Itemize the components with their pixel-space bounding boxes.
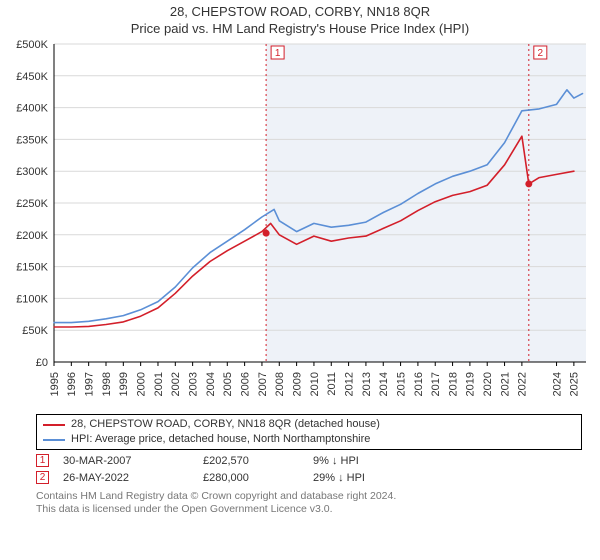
svg-text:1997: 1997 xyxy=(84,372,96,396)
marker-table: 1 30-MAR-2007 £202,570 9% ↓ HPI 2 26-MAY… xyxy=(36,454,582,484)
svg-text:2000: 2000 xyxy=(135,372,147,396)
chart-title-line2: Price paid vs. HM Land Registry's House … xyxy=(0,21,600,36)
svg-text:2016: 2016 xyxy=(413,372,425,396)
svg-text:1999: 1999 xyxy=(118,372,130,396)
price-chart: £0 £50K £100K £150K £200K £250K £300K £350K £400… xyxy=(0,36,600,408)
svg-text:2018: 2018 xyxy=(447,372,459,396)
svg-text:2024: 2024 xyxy=(551,372,563,396)
marker-1-date: 30-MAR-2007 xyxy=(63,455,203,467)
svg-text:£500K: £500K xyxy=(16,39,48,51)
svg-text:2: 2 xyxy=(538,48,544,59)
legend-box: 28, CHEPSTOW ROAD, CORBY, NN18 8QR (deta… xyxy=(36,414,582,450)
marker-2-delta: 29% ↓ HPI xyxy=(313,472,453,484)
svg-text:£200K: £200K xyxy=(16,230,48,242)
chart-title-line1: 28, CHEPSTOW ROAD, CORBY, NN18 8QR xyxy=(0,4,600,19)
svg-text:2025: 2025 xyxy=(569,372,581,396)
legend-label-property: 28, CHEPSTOW ROAD, CORBY, NN18 8QR (deta… xyxy=(71,417,380,432)
legend-item-hpi: HPI: Average price, detached house, Nort… xyxy=(43,432,575,447)
svg-text:2010: 2010 xyxy=(309,372,321,396)
svg-text:2009: 2009 xyxy=(291,372,303,396)
svg-text:£400K: £400K xyxy=(16,103,48,115)
svg-text:1: 1 xyxy=(275,48,281,59)
svg-text:£250K: £250K xyxy=(16,198,48,210)
svg-text:2006: 2006 xyxy=(239,372,251,396)
svg-text:1996: 1996 xyxy=(66,372,78,396)
marker-badge-2: 2 xyxy=(36,471,49,484)
svg-text:2022: 2022 xyxy=(517,372,529,396)
svg-text:2002: 2002 xyxy=(170,372,182,396)
svg-text:£450K: £450K xyxy=(16,71,48,83)
legend-label-hpi: HPI: Average price, detached house, Nort… xyxy=(71,432,370,447)
svg-text:2005: 2005 xyxy=(222,372,234,396)
legend-item-property: 28, CHEPSTOW ROAD, CORBY, NN18 8QR (deta… xyxy=(43,417,575,432)
svg-text:2014: 2014 xyxy=(378,372,390,396)
footer-line1: Contains HM Land Registry data © Crown c… xyxy=(36,490,582,503)
svg-text:2012: 2012 xyxy=(343,372,355,396)
svg-text:£300K: £300K xyxy=(16,166,48,178)
svg-text:2007: 2007 xyxy=(257,372,269,396)
marker-badge-1: 1 xyxy=(36,454,49,467)
marker-1-delta: 9% ↓ HPI xyxy=(313,455,453,467)
svg-text:2008: 2008 xyxy=(274,372,286,396)
svg-text:1995: 1995 xyxy=(49,372,61,396)
svg-text:£150K: £150K xyxy=(16,262,48,274)
marker-row-1: 1 30-MAR-2007 £202,570 9% ↓ HPI xyxy=(36,454,582,467)
svg-text:2011: 2011 xyxy=(326,372,338,396)
svg-text:2021: 2021 xyxy=(499,372,511,396)
svg-text:2003: 2003 xyxy=(187,372,199,396)
svg-text:1998: 1998 xyxy=(101,372,113,396)
svg-text:£100K: £100K xyxy=(16,293,48,305)
svg-text:2017: 2017 xyxy=(430,372,442,396)
legend-swatch-hpi xyxy=(43,439,65,441)
marker-1-price: £202,570 xyxy=(203,455,313,467)
svg-text:2001: 2001 xyxy=(153,372,165,396)
svg-text:2020: 2020 xyxy=(482,372,494,396)
svg-text:2004: 2004 xyxy=(205,372,217,396)
chart-area: £0 £50K £100K £150K £200K £250K £300K £350K £400… xyxy=(0,36,600,408)
footer-line2: This data is licensed under the Open Gov… xyxy=(36,503,582,516)
marker-2-date: 26-MAY-2022 xyxy=(63,472,203,484)
marker-row-2: 2 26-MAY-2022 £280,000 29% ↓ HPI xyxy=(36,471,582,484)
marker-2-price: £280,000 xyxy=(203,472,313,484)
svg-text:£0: £0 xyxy=(36,357,48,369)
svg-text:£50K: £50K xyxy=(22,325,48,337)
svg-text:2013: 2013 xyxy=(361,372,373,396)
svg-text:£350K: £350K xyxy=(16,134,48,146)
svg-text:2019: 2019 xyxy=(465,372,477,396)
legend-swatch-property xyxy=(43,424,65,426)
footer-attribution: Contains HM Land Registry data © Crown c… xyxy=(36,490,582,516)
svg-text:2015: 2015 xyxy=(395,372,407,396)
